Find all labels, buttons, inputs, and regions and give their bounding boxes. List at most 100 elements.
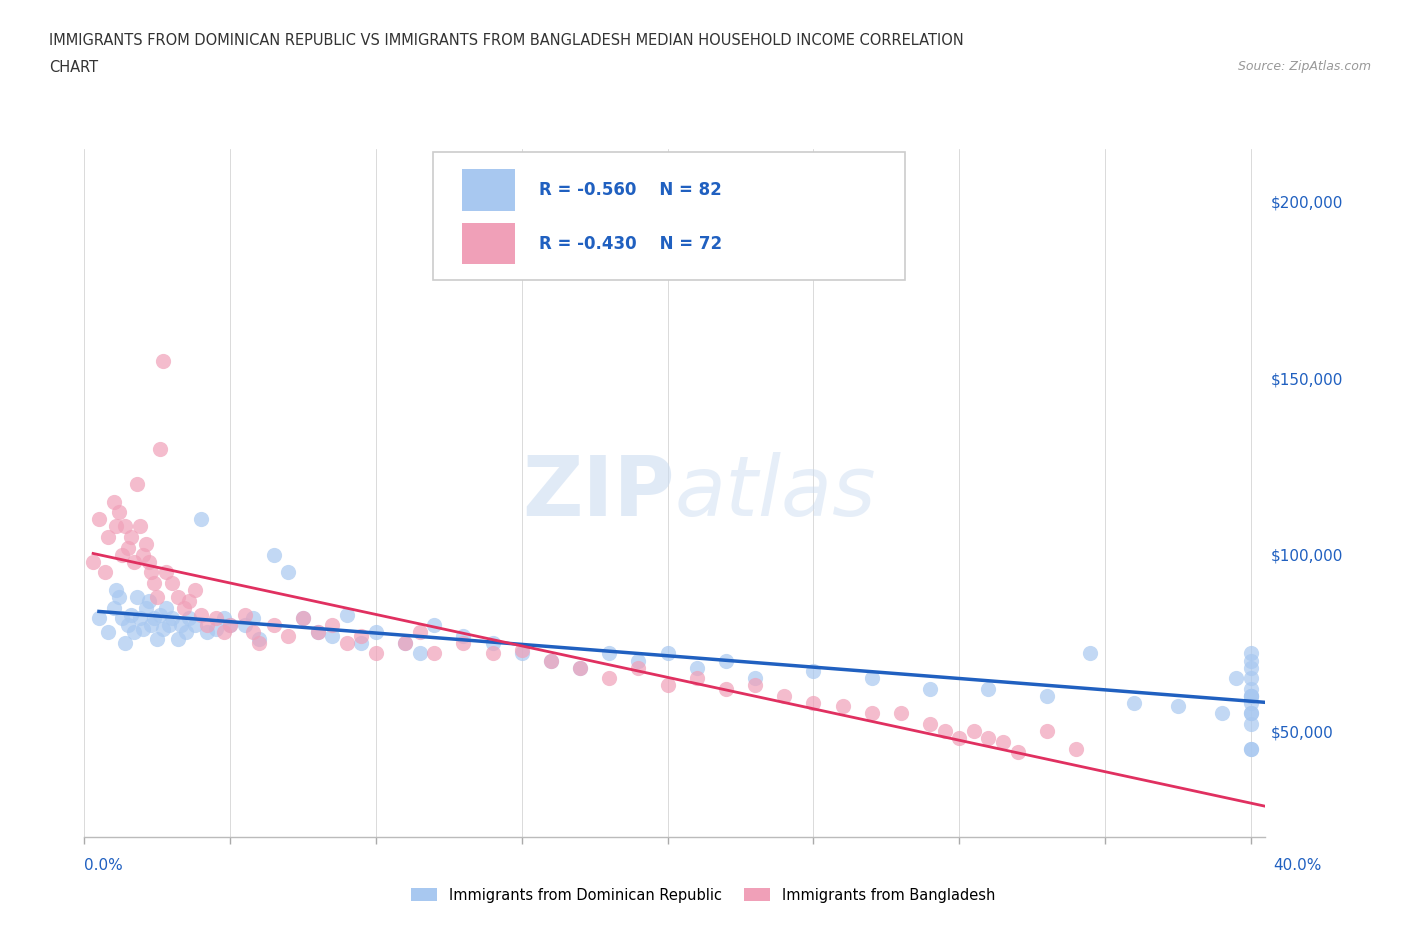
Point (1240, 706, 1263, 721)
Point (103, 494, 125, 509)
Point (149, 442, 172, 457)
Point (803, 696, 825, 711)
Point (131, 621, 153, 636)
Point (627, 660, 650, 675)
Point (948, 731, 970, 746)
Point (247, 631, 270, 646)
Point (1240, 717, 1263, 732)
Point (1211, 706, 1233, 721)
Point (146, 631, 169, 646)
Point (1240, 741, 1263, 756)
Text: IMMIGRANTS FROM DOMINICAN REPUBLIC VS IMMIGRANTS FROM BANGLADESH MEDIAN HOUSEHOL: IMMIGRANTS FROM DOMINICAN REPUBLIC VS IM… (49, 33, 965, 47)
Text: Source: ZipAtlas.com: Source: ZipAtlas.com (1237, 60, 1371, 73)
Point (277, 629, 299, 644)
Point (173, 600, 195, 615)
Point (176, 625, 198, 640)
Point (169, 618, 191, 632)
Text: atlas: atlas (675, 452, 876, 534)
Point (138, 593, 160, 608)
Point (918, 682, 941, 697)
Point (963, 724, 986, 738)
Point (686, 660, 709, 675)
Point (103, 600, 125, 615)
Point (128, 519, 150, 534)
Point (152, 621, 174, 636)
Point (141, 565, 163, 579)
Point (1240, 671, 1263, 685)
Point (598, 646, 620, 661)
Point (166, 631, 188, 646)
Point (97, 529, 120, 544)
Point (233, 607, 256, 622)
Point (890, 706, 912, 721)
Point (1240, 688, 1263, 703)
Point (657, 678, 679, 693)
Point (146, 590, 169, 604)
Point (744, 678, 766, 693)
Point (122, 554, 145, 569)
Point (1240, 653, 1263, 668)
Point (307, 625, 329, 640)
Point (94, 565, 117, 579)
Point (1035, 724, 1057, 738)
Point (1080, 646, 1102, 661)
Point (481, 635, 503, 650)
Point (423, 618, 446, 632)
Point (773, 688, 796, 703)
Point (1064, 741, 1087, 756)
Point (242, 611, 264, 626)
Text: 0.0%: 0.0% (84, 857, 124, 872)
Point (481, 646, 503, 661)
Point (540, 653, 562, 668)
Point (336, 607, 359, 622)
Point (1240, 706, 1263, 721)
Point (242, 625, 264, 640)
Point (155, 565, 177, 579)
Point (263, 547, 285, 562)
Point (135, 600, 157, 615)
Point (195, 625, 218, 640)
Point (453, 635, 475, 650)
Point (204, 621, 226, 636)
Point (111, 547, 134, 562)
Point (190, 512, 212, 526)
Point (598, 671, 620, 685)
Point (860, 706, 883, 721)
Point (128, 611, 150, 626)
Point (714, 682, 737, 697)
Point (321, 618, 343, 632)
Point (714, 653, 737, 668)
Point (569, 660, 592, 675)
Point (991, 735, 1014, 750)
Point (686, 671, 709, 685)
Point (1240, 696, 1263, 711)
Point (1240, 682, 1263, 697)
Point (114, 635, 136, 650)
Point (409, 646, 432, 661)
Point (292, 611, 315, 626)
Point (744, 671, 766, 685)
Point (336, 635, 359, 650)
Point (141, 618, 163, 632)
Point (321, 629, 343, 644)
Text: R = -0.560    N = 82: R = -0.560 N = 82 (538, 181, 721, 199)
Point (152, 353, 174, 368)
Point (233, 618, 256, 632)
Point (394, 635, 416, 650)
Point (131, 547, 153, 562)
Point (277, 565, 299, 579)
Point (1240, 646, 1263, 661)
Point (292, 611, 315, 626)
Point (350, 635, 373, 650)
FancyBboxPatch shape (463, 223, 516, 264)
Point (364, 625, 387, 640)
FancyBboxPatch shape (463, 169, 516, 211)
Point (247, 635, 270, 650)
Point (510, 646, 533, 661)
Point (184, 618, 207, 632)
FancyBboxPatch shape (433, 153, 905, 280)
Point (82, 554, 104, 569)
Point (350, 629, 373, 644)
Point (138, 554, 160, 569)
Point (120, 607, 142, 622)
